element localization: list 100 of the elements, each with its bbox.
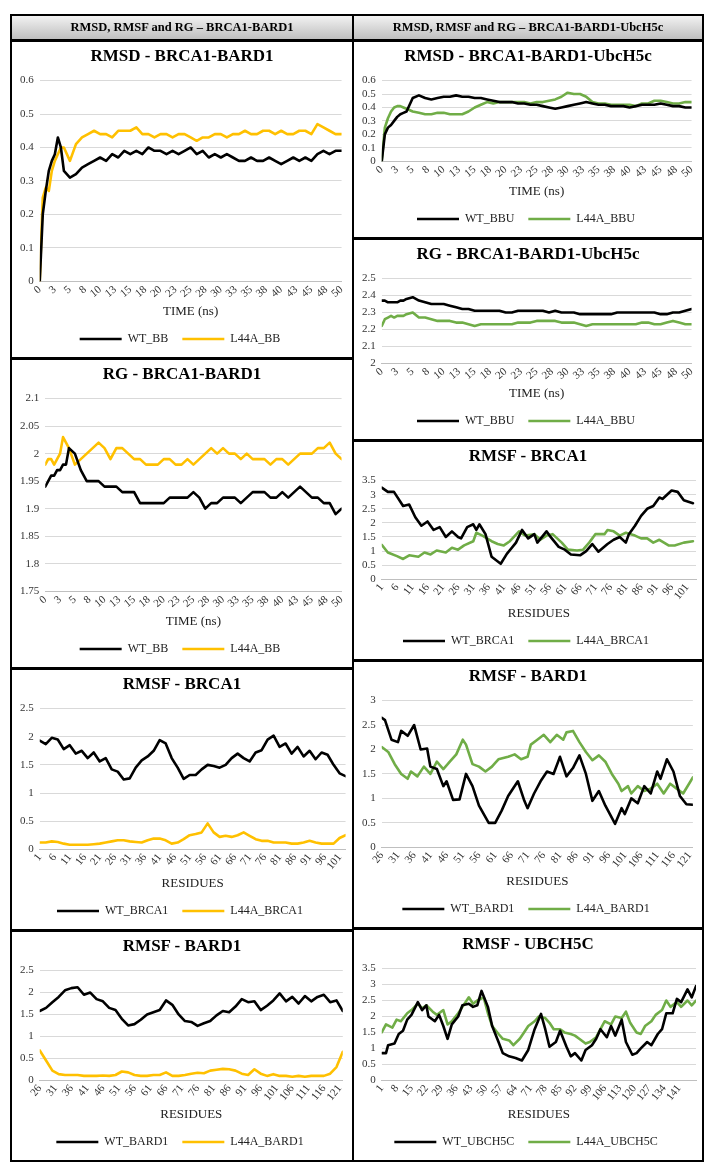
x-tick-label: 33 [570, 162, 587, 180]
x-tick-label: 56 [122, 1081, 139, 1099]
x-tick-label: 18 [477, 364, 494, 382]
x-tick-label: 71 [169, 1081, 186, 1099]
x-axis-title: TIME (ns) [165, 612, 222, 628]
x-tick-label: 31 [460, 580, 478, 598]
x-tick-label: 81 [547, 848, 564, 866]
x-tick-label: 45 [647, 364, 665, 382]
legend-label: L44A_BBU [576, 413, 636, 428]
x-tick-label: 15 [461, 162, 479, 180]
y-tick-label: 2 [370, 515, 376, 528]
x-tick-label: 45 [647, 162, 665, 180]
y-tick-label: 2.2 [362, 322, 376, 335]
x-tick-label: 23 [165, 592, 183, 610]
x-tick-label: 6 [45, 850, 59, 863]
x-tick-label: 51 [450, 848, 467, 866]
y-tick-label: 2 [370, 356, 376, 369]
y-tick-label: 1 [28, 785, 34, 798]
x-tick-label: 5 [403, 364, 417, 378]
y-tick-label: 0.6 [362, 73, 377, 86]
x-tick-label: 36 [476, 580, 493, 598]
x-tick-label: 50 [328, 282, 346, 300]
y-tick-label: 2.3 [362, 305, 377, 318]
x-axis-title: TIME (ns) [509, 384, 565, 400]
y-tick-label: 0 [370, 154, 377, 167]
y-tick-label: 0.4 [20, 140, 35, 153]
x-tick-label: 45 [298, 282, 315, 300]
chart-title: RMSD - BRCA1-BARD1 [89, 45, 275, 67]
x-tick-label: 8 [80, 592, 94, 606]
x-tick-label: 35 [585, 364, 603, 382]
x-tick-label: 46 [162, 850, 179, 868]
x-tick-label: 3 [388, 364, 401, 378]
x-tick-label: 96 [596, 848, 613, 866]
x-axis-title: RESIDUES [507, 604, 570, 620]
y-tick-label: 1 [28, 1029, 34, 1042]
x-tick-label: 25 [177, 282, 195, 300]
x-tick-label: 33 [224, 592, 242, 610]
y-tick-label: 0.5 [20, 814, 35, 827]
y-tick-label: 0.3 [20, 173, 35, 186]
x-tick-label: 86 [282, 850, 299, 868]
y-tick-label: 0.4 [362, 100, 377, 113]
x-tick-label: 51 [177, 850, 194, 868]
x-tick-label: 46 [90, 1081, 108, 1099]
x-tick-label: 26 [445, 580, 463, 598]
x-tick-label: 40 [268, 282, 285, 300]
y-tick-label: 2 [370, 1009, 376, 1022]
x-tick-label: 48 [663, 364, 680, 382]
y-tick-label: 1 [370, 543, 376, 556]
x-tick-label: 66 [153, 1081, 171, 1099]
legend-label: L44A_BARD1 [576, 901, 650, 916]
x-tick-label: 8 [76, 282, 89, 296]
y-tick-label: 0.5 [362, 86, 377, 99]
y-tick-label: 0.2 [20, 207, 34, 220]
x-tick-label: 25 [180, 592, 197, 610]
x-tick-label: 81 [267, 850, 284, 868]
chart-title: RG - BRCA1-BARD1 [101, 363, 263, 385]
x-tick-label: 46 [506, 580, 524, 598]
x-tick-label: 96 [248, 1081, 265, 1099]
y-tick-label: 0.5 [20, 1051, 35, 1064]
text: RMSD, RMSF and RG – BRCA1-BARD1 [10, 14, 354, 41]
x-tick-label: 16 [415, 580, 432, 598]
text: RMSD, RMSF and RG – BRCA1-BARD1-UbcH5c [352, 14, 704, 41]
y-tick-label: 1.5 [20, 757, 35, 770]
y-tick-label: 2 [33, 446, 40, 459]
x-tick-label: 86 [563, 848, 581, 866]
x-tick-label: 43 [284, 592, 301, 610]
x-tick-label: 13 [102, 282, 119, 300]
x-tick-label: 29 [428, 1081, 446, 1099]
x-tick-label: 91 [232, 1081, 249, 1099]
x-tick-label: 18 [132, 282, 149, 300]
x-tick-label: 91 [643, 580, 661, 598]
x-tick-label: 36 [132, 850, 149, 868]
y-tick-label: 3 [370, 693, 377, 706]
x-tick-label: 28 [539, 364, 556, 382]
y-tick-label: 1.8 [25, 556, 40, 569]
x-tick-label: 35 [238, 282, 255, 300]
x-tick-label: 38 [254, 592, 271, 610]
y-tick-label: 3 [370, 977, 377, 990]
x-tick-label: 41 [147, 850, 164, 868]
x-tick-label: 48 [313, 282, 330, 300]
y-tick-label: 2.5 [20, 701, 35, 714]
x-tick-label: 28 [195, 592, 212, 610]
y-tick-label: 0 [370, 840, 377, 853]
x-tick-label: 41 [74, 1081, 91, 1099]
legend-label: WT_BRCA1 [105, 903, 169, 918]
x-tick-label: 96 [659, 580, 676, 598]
x-tick-label: 35 [239, 592, 257, 610]
y-tick-label: 1.5 [362, 1025, 377, 1038]
x-tick-label: 11 [400, 580, 417, 597]
x-tick-label: 38 [601, 162, 618, 180]
chart-title: RMSF - BRCA1 [467, 445, 589, 467]
x-tick-label: 5 [403, 162, 417, 176]
x-tick-label: 71 [237, 850, 254, 868]
y-tick-label: 1 [370, 791, 376, 804]
x-tick-label: 3 [46, 282, 59, 296]
x-tick-label: 30 [554, 364, 572, 382]
chart-title: RMSF - UBCH5C [461, 933, 595, 955]
y-tick-label: 1.75 [20, 584, 40, 597]
x-tick-label: 78 [532, 1081, 550, 1099]
x-tick-label: 35 [585, 162, 603, 180]
